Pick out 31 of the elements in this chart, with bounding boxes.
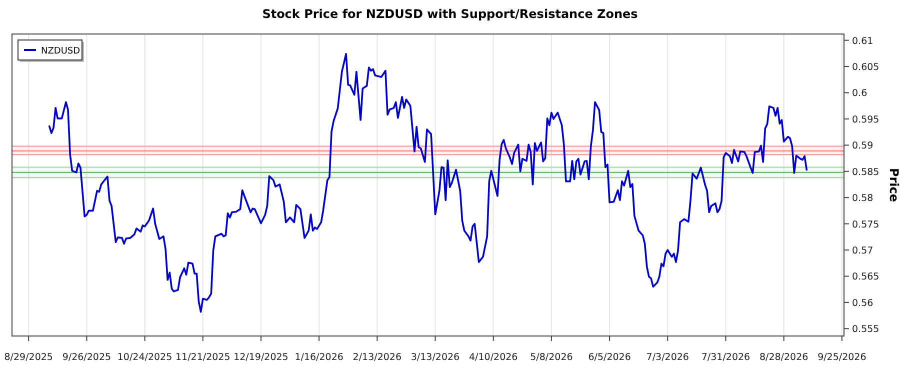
y-tick-label: 0.59	[852, 140, 874, 152]
x-tick-label: 4/10/2026	[468, 352, 518, 363]
x-tick-label: 6/5/2026	[588, 352, 631, 363]
chart-title: Stock Price for NZDUSD with Support/Resistance Zones	[262, 7, 638, 21]
y-tick-label: 0.61	[852, 36, 874, 47]
x-tick-label: 8/29/2025	[4, 352, 53, 363]
x-tick-label: 7/31/2026	[701, 352, 750, 363]
legend-label: NZDUSD	[41, 46, 80, 56]
y-tick-label: 0.555	[852, 324, 880, 336]
y-axis-title: Price	[887, 168, 900, 202]
x-tick-label: 8/28/2026	[759, 352, 808, 363]
y-tick-label: 0.575	[852, 219, 880, 230]
y-tick-label: 0.605	[852, 62, 880, 74]
y-tick-label: 0.6	[852, 88, 868, 100]
y-tick-label: 0.565	[852, 272, 880, 283]
x-tick-label: 1/16/2026	[294, 352, 344, 363]
x-tick-label: 5/8/2026	[530, 352, 573, 363]
y-tick-label: 0.595	[852, 114, 880, 126]
x-tick-label: 9/25/2026	[818, 352, 866, 363]
y-tick-label: 0.56	[852, 298, 874, 309]
x-tick-label: 9/26/2025	[62, 352, 112, 363]
line-series	[48, 53, 808, 313]
y-tick-label: 0.58	[852, 193, 874, 204]
x-tick-label: 2/13/2026	[352, 352, 402, 363]
x-tick-label: 7/3/2026	[646, 352, 689, 363]
x-tick-label: 11/21/2025	[176, 352, 230, 363]
y-tick-label: 0.585	[852, 166, 880, 178]
x-tick-label: 10/24/2025	[117, 352, 172, 363]
y-tick-label: 0.57	[852, 246, 874, 257]
x-tick-label: 12/19/2025	[234, 352, 288, 363]
x-tick-label: 3/13/2026	[410, 352, 460, 363]
